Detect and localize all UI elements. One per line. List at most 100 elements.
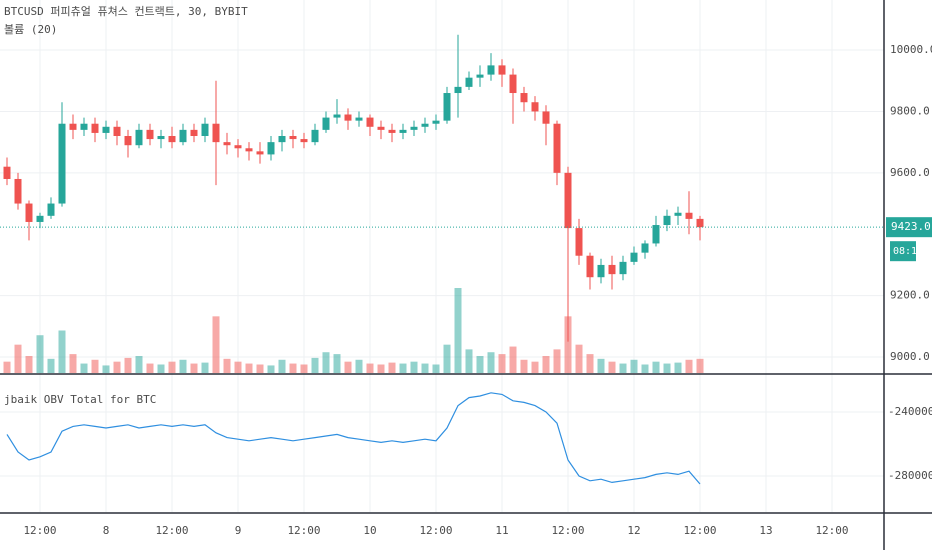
candle-body [421,123,429,127]
candle-body [685,212,693,219]
candle-body [542,111,550,124]
candle-body [322,117,330,130]
candle-body [157,135,165,140]
volume-bar [58,330,66,373]
y-tick-label: 9200.0 [890,289,930,302]
candle-body [564,172,572,229]
volume-bar [212,316,220,373]
volume-bar [14,344,22,373]
volume-bar [641,364,649,373]
candle-body [47,203,55,216]
volume-bar [146,363,154,373]
candle-body [267,142,275,155]
volume-bar [685,359,693,373]
volume-bar [674,362,682,373]
y-tick-label: 9000.0 [890,350,930,363]
x-tick-label: 12:00 [419,524,452,537]
candle-body [311,129,319,143]
volume-bar [322,352,330,373]
indicator-title: jbaik OBV Total for BTC [4,393,156,406]
candle-body [289,135,297,140]
volume-bar [476,356,484,373]
volume-bar [652,361,660,373]
volume-bar [531,361,539,373]
candle-body [498,65,506,75]
chart-title: BTCUSD 퍼피츄얼 퓨쳐스 컨트랙트, 30, BYBIT [4,4,248,18]
volume-bar [355,359,363,373]
x-tick-label: 12:00 [23,524,56,537]
volume-bar [344,361,352,373]
candle-body [124,135,132,146]
volume-bar [179,359,187,373]
x-tick-label: 12:00 [815,524,848,537]
volume-bar [597,358,605,373]
volume-bar [300,364,308,373]
volume-bar [3,361,11,373]
countdown-box [890,241,916,262]
candle-body [641,243,649,253]
candle-body [597,264,605,278]
candle-body [102,126,110,133]
volume-bar [520,359,528,373]
volume-title: 볼륨 (20) [4,23,57,36]
volume-bar [575,344,583,373]
volume-bar [256,364,264,373]
candle-body [355,117,363,121]
candle-body [465,77,473,87]
last-price-label: 9423.0 [891,220,931,233]
y-tick-label: -2800000.0 [888,469,932,482]
candle-body [36,215,44,222]
volume-bar [498,354,506,373]
candle-body [179,129,187,143]
volume-bar [245,363,253,373]
y-tick-label: 10000.0 [890,43,932,56]
candle-body [476,74,484,78]
volume-bar [91,359,99,373]
candle-body [135,129,143,146]
volume-bar [69,354,77,373]
candle-body [663,215,671,226]
y-tick-label: 9800.0 [890,104,930,117]
obv-line [6,392,701,485]
candle-body [223,142,231,146]
volume-bar [234,361,242,373]
candle-body [25,203,33,222]
volume-bar [509,346,517,373]
volume-bar [47,358,55,373]
candle-body [146,129,154,140]
volume-bar [630,359,638,373]
last-price-box [886,217,932,238]
candle-body [69,123,77,130]
candle-body [58,123,66,204]
candle-body [619,261,627,275]
volume-bar [157,364,165,373]
candle-body [168,135,176,143]
volume-bar [311,357,319,373]
candle-body [333,114,341,118]
candle-body [520,93,528,103]
volume-bar [542,356,550,373]
volume-bar [366,363,374,373]
candle-body [212,123,220,143]
countdown-label: 08:11 [893,246,923,257]
volume-bar [443,344,451,373]
candle-body [190,129,198,136]
volume-bar [223,358,231,373]
volume-bar [267,365,275,373]
candle-body [91,123,99,133]
volume-bar [487,352,495,373]
candle-body [113,126,121,136]
volume-bar [25,356,33,373]
candle-body [509,74,517,94]
x-tick-label: 12:00 [551,524,584,537]
candle-body [531,102,539,112]
volume-bar [102,365,110,373]
candle-body [278,135,286,143]
candle-body [366,117,374,127]
x-tick-label: 12 [627,524,640,537]
volume-bar [564,316,572,373]
volume-bar [619,363,627,373]
volume-bar [278,359,286,373]
candle-body [399,129,407,133]
candle-body [608,264,616,275]
